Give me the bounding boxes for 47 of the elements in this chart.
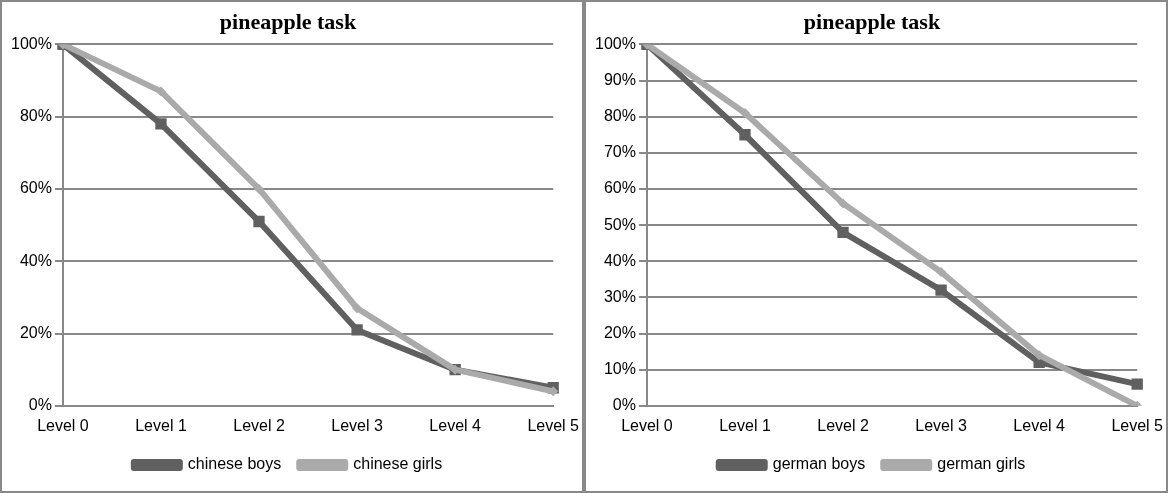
point <box>1131 378 1143 390</box>
y-tick-label: 40% <box>19 251 52 269</box>
point <box>936 267 947 278</box>
x-tick-label: Level 0 <box>621 416 673 434</box>
legend-label: chinese girls <box>353 455 443 473</box>
y-tick-label: 30% <box>603 287 636 305</box>
legend-label: chinese boys <box>187 455 282 473</box>
point <box>352 303 363 314</box>
y-tick-label: 80% <box>19 107 52 125</box>
point <box>837 226 849 238</box>
y-tick-label: 40% <box>603 251 636 269</box>
x-tick-label: Level 2 <box>817 416 869 434</box>
y-tick-label: 10% <box>603 360 636 378</box>
x-tick-label: Level 3 <box>331 416 383 434</box>
x-tick-label: Level 3 <box>915 416 967 434</box>
y-tick-label: 60% <box>603 179 636 197</box>
x-tick-label: Level 1 <box>135 416 187 434</box>
y-tick-label: 90% <box>603 70 636 88</box>
x-tick-label: Level 0 <box>37 416 89 434</box>
y-tick-label: 50% <box>603 215 636 233</box>
point <box>254 183 265 194</box>
point <box>935 284 947 296</box>
x-tick-label: Level 1 <box>719 416 771 434</box>
y-tick-label: 70% <box>603 143 636 161</box>
x-tick-label: Level 5 <box>1111 416 1164 434</box>
y-tick-label: 20% <box>19 323 52 341</box>
x-tick-label: Level 2 <box>233 416 285 434</box>
y-tick-label: 0% <box>612 396 636 414</box>
x-tick-label: Level 5 <box>527 416 580 434</box>
y-tick-label: 100% <box>11 34 52 52</box>
point <box>838 198 849 209</box>
chart-title: pineapple task <box>803 8 941 34</box>
legend-label: german boys <box>772 455 866 473</box>
point <box>739 108 750 119</box>
x-tick-label: Level 4 <box>429 416 482 434</box>
y-tick-label: 60% <box>19 179 52 197</box>
legend-label: german girls <box>937 455 1026 473</box>
x-tick-label: Level 4 <box>1013 416 1066 434</box>
y-tick-label: 0% <box>28 396 52 414</box>
point <box>155 118 167 130</box>
y-tick-label: 100% <box>595 34 636 52</box>
point <box>739 129 751 141</box>
y-tick-label: 80% <box>603 107 636 125</box>
point <box>351 324 363 336</box>
point <box>253 215 265 228</box>
chart-title: pineapple task <box>219 8 357 34</box>
y-tick-label: 20% <box>603 323 636 341</box>
